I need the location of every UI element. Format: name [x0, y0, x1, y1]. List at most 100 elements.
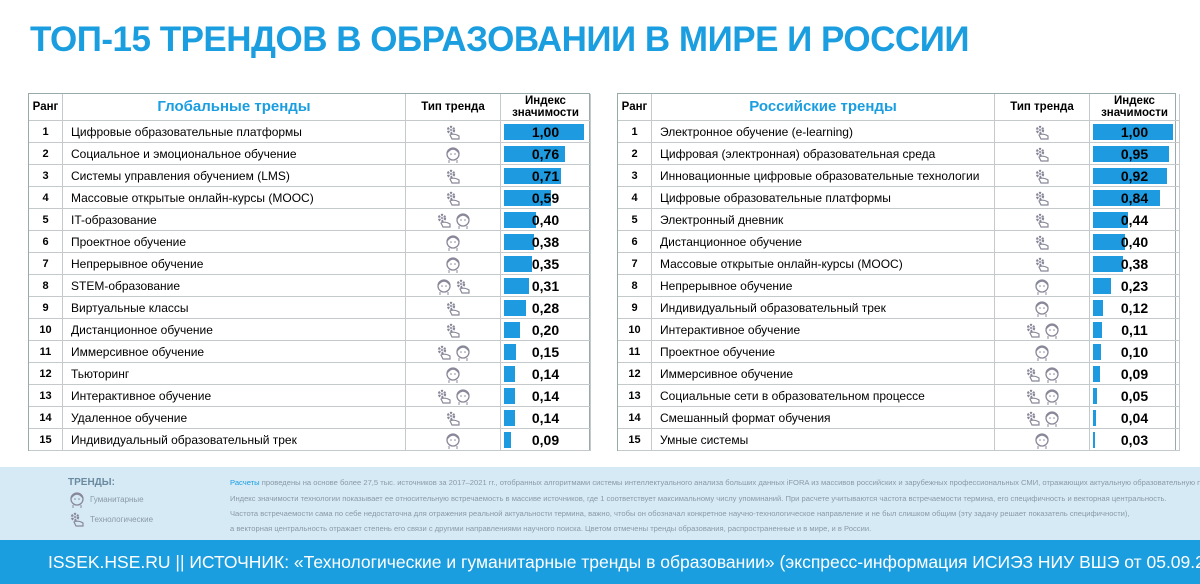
rank: 3 [29, 165, 63, 187]
index-bar [1093, 388, 1097, 404]
index-cell: 0,28 [501, 297, 591, 319]
index-bar [1093, 366, 1101, 382]
rank: 11 [29, 341, 63, 363]
index-cell: 0,14 [501, 407, 591, 429]
trend-type [995, 187, 1090, 209]
index-cell: 0,11 [1090, 319, 1180, 341]
rank: 13 [29, 385, 63, 407]
index-value: 0,12 [1120, 299, 1149, 316]
legend-item: Гуманитарные [68, 490, 144, 508]
rank: 12 [29, 363, 63, 385]
humanitarian-icon [1044, 366, 1059, 383]
index-cell: 0,14 [501, 385, 591, 407]
trend-type [995, 165, 1090, 187]
index-cell: 0,40 [501, 209, 591, 231]
rank: 6 [29, 231, 63, 253]
index-value: 0,03 [1120, 431, 1149, 448]
humanitarian-icon [446, 432, 460, 449]
tech-icon [1035, 125, 1049, 140]
header-cell: Глобальные тренды [63, 94, 406, 121]
trend-type [406, 209, 501, 231]
trend-type [995, 363, 1090, 385]
index-bar [1093, 344, 1101, 360]
trend-name: Иммерсивное обучение [652, 363, 995, 385]
index-value: 0,95 [1120, 145, 1149, 162]
trend-type [995, 407, 1090, 429]
index-value: 1,00 [1120, 123, 1149, 140]
legend-title: ТРЕНДЫ: [68, 477, 115, 488]
trend-type [995, 275, 1090, 297]
tech-icon [446, 323, 460, 338]
header-cell: Ранг [29, 94, 63, 121]
trend-name: Цифровая (электронная) образовательная с… [652, 143, 995, 165]
trend-type [995, 297, 1090, 319]
index-cell: 0,04 [1090, 407, 1180, 429]
humanitarian-icon [1035, 344, 1049, 361]
humanitarian-icon [446, 146, 460, 163]
index-cell: 0,35 [501, 253, 591, 275]
rank: 9 [29, 297, 63, 319]
index-value: 0,35 [531, 255, 560, 272]
trend-name: Социальное и эмоциональное обучение [63, 143, 406, 165]
rank: 15 [618, 429, 652, 451]
header-cell: Индекс значимости [501, 94, 591, 121]
rank: 15 [29, 429, 63, 451]
index-value: 1,00 [531, 123, 560, 140]
tech-icon [446, 125, 460, 140]
trend-name: Индивидуальный образовательный трек [652, 297, 995, 319]
index-value: 0,14 [531, 365, 560, 382]
tech-icon [446, 169, 460, 184]
index-bar [1093, 146, 1169, 162]
trend-name: Интерактивное обучение [652, 319, 995, 341]
trend-name: Дистанционное обучение [63, 319, 406, 341]
index-cell: 0,40 [1090, 231, 1180, 253]
humanitarian-icon [1035, 300, 1049, 317]
index-value: 0,40 [1120, 233, 1149, 250]
index-value: 0,09 [531, 431, 560, 448]
rank: 4 [29, 187, 63, 209]
humanitarian-icon [455, 388, 470, 405]
index-cell: 0,15 [501, 341, 591, 363]
trend-type [406, 165, 501, 187]
index-cell: 0,20 [501, 319, 591, 341]
trend-type [406, 341, 501, 363]
rank: 1 [618, 121, 652, 143]
rank: 9 [618, 297, 652, 319]
index-cell: 0,76 [501, 143, 591, 165]
table: Ранг Глобальные тренды Тип тренда Индекс зн… [28, 93, 591, 451]
trend-name: Смешанный формат обучения [652, 407, 995, 429]
rank: 14 [618, 407, 652, 429]
humanitarian-icon [1035, 278, 1049, 295]
index-cell: 0,92 [1090, 165, 1180, 187]
humanitarian-icon [70, 492, 84, 508]
trend-type [995, 121, 1090, 143]
trend-type [406, 363, 501, 385]
index-bar [504, 256, 532, 272]
index-bar [504, 212, 536, 228]
humanitarian-icon [1035, 432, 1049, 449]
index-cell: 0,23 [1090, 275, 1180, 297]
note: Расчеты проведены на основе более 27,5 т… [230, 478, 1200, 487]
rank: 7 [29, 253, 63, 275]
index-value: 0,23 [1120, 277, 1149, 294]
index-bar [504, 234, 535, 250]
rank: 13 [618, 385, 652, 407]
index-bar [504, 322, 520, 338]
index-value: 0,15 [531, 343, 560, 360]
humanitarian-icon [446, 256, 460, 273]
rank: 8 [618, 275, 652, 297]
index-bar [1093, 212, 1129, 228]
index-cell: 0,12 [1090, 297, 1180, 319]
trend-type [406, 231, 501, 253]
legend-item: Технологические [68, 510, 153, 528]
legend-label: Технологические [90, 514, 154, 524]
trend-type [995, 253, 1090, 275]
tech-icon [446, 301, 460, 316]
trend-type [995, 341, 1090, 363]
trend-name: Проектное обучение [63, 231, 406, 253]
trend-type [406, 319, 501, 341]
trend-type [406, 429, 501, 451]
index-value: 0,04 [1120, 409, 1149, 426]
tech-icon [456, 279, 470, 294]
